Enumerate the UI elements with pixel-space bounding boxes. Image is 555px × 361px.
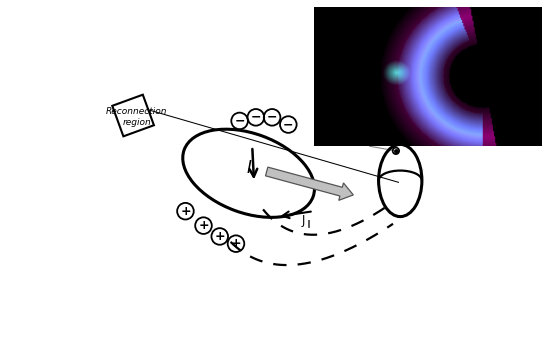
Text: +: + [180,205,191,218]
Text: J$_{\parallel}$: J$_{\parallel}$ [301,213,312,230]
Text: −: − [251,111,261,124]
Text: Reconnection
region: Reconnection region [106,107,168,127]
Text: −: − [234,114,245,127]
FancyArrow shape [265,167,354,200]
Text: −: − [267,111,278,124]
Text: I: I [246,159,251,177]
Text: +: + [198,219,209,232]
Text: +: + [214,230,225,243]
Text: +: + [231,237,241,250]
Text: −: − [283,118,294,131]
